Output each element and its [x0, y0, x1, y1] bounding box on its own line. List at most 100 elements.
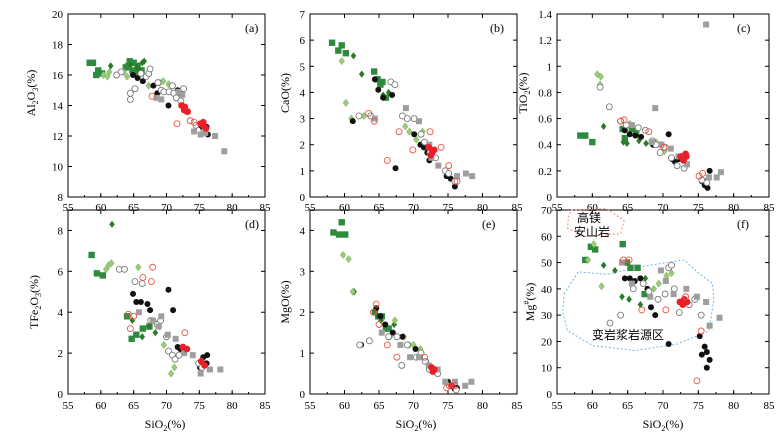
panel-f-x-ticks: 55 60 65 70 75 80 85 — [552, 210, 776, 412]
data-point-red-filled — [430, 146, 438, 154]
data-point-grey-square — [705, 174, 712, 181]
data-point-red-open — [147, 278, 155, 286]
data-point-grey-square — [191, 128, 198, 135]
y-tick-label: 4 — [300, 87, 306, 99]
data-point-open-circle-grey — [175, 351, 183, 359]
data-point-green-square — [370, 68, 378, 75]
data-point-green-square — [89, 59, 97, 66]
data-point-red-open — [445, 162, 453, 170]
data-point-red-open — [697, 327, 705, 335]
x-tick-label: 55 — [63, 400, 75, 412]
data-point-light-green-diamond — [598, 282, 605, 291]
data-point-grey-square — [179, 91, 186, 98]
y-tick-label: 0.4 — [538, 140, 552, 152]
data-point-black-circle — [375, 86, 382, 93]
data-point-green-diamond — [600, 261, 607, 269]
data-point-black-circle — [382, 321, 389, 328]
data-point-green-diamond — [358, 70, 365, 78]
y-tick-label: 12 — [52, 131, 63, 143]
y-tick-label: 10 — [541, 363, 553, 375]
data-point-red-open — [426, 128, 434, 136]
y-tick-label: 0 — [547, 389, 553, 401]
x-tick-label: 65 — [128, 202, 140, 214]
y-tick-label: 10 — [52, 162, 64, 174]
y-tick-label: 30 — [541, 310, 553, 322]
data-point-open-circle-grey — [168, 82, 176, 90]
data-point-grey-square — [693, 293, 700, 300]
data-point-open-circle-grey — [171, 355, 179, 363]
x-tick-label: 70 — [161, 202, 173, 214]
data-point-light-green-diamond — [655, 279, 662, 288]
y-tick-label: 0 — [58, 389, 64, 401]
x-tick-label: 85 — [764, 400, 776, 412]
data-point-light-green-diamond — [590, 240, 597, 249]
data-point-grey-square — [155, 323, 162, 330]
panel-c-points — [577, 21, 724, 191]
data-point-red-open — [617, 117, 625, 125]
data-point-black-circle — [133, 299, 140, 305]
data-point-black-circle — [626, 131, 633, 138]
panel-f: 55 60 65 70 75 80 85 0 10 20 30 40 50 60 70 (f) Mg#(%… — [522, 205, 775, 433]
x-tick-label: 75 — [443, 202, 455, 214]
data-point-red-open — [662, 306, 670, 314]
data-point-black-circle — [389, 92, 396, 99]
data-point-open-circle-grey — [670, 285, 678, 293]
data-point-red-filled — [201, 361, 208, 369]
data-point-light-green-diamond — [108, 259, 115, 268]
data-point-green-diamond — [128, 60, 134, 68]
data-point-grey-square — [158, 96, 165, 103]
x-tick-label: 75 — [443, 400, 455, 412]
x-tick-label: 80 — [227, 202, 239, 214]
data-point-open-circle-grey — [385, 333, 393, 341]
panel-e-x-axis-label: SiO2(%) — [396, 417, 437, 433]
data-point-green-diamond — [642, 274, 649, 282]
data-point-grey-square — [628, 122, 635, 129]
x-tick-label: 60 — [95, 202, 107, 214]
panel-f-y-ticks: 0 10 20 30 40 50 60 70 — [541, 205, 769, 401]
y-tick-label: 7 — [300, 9, 306, 21]
data-point-black-circle — [706, 356, 713, 363]
data-point-open-circle-grey — [137, 70, 145, 77]
data-point-light-green-diamond — [160, 340, 167, 349]
data-point-grey-square — [453, 173, 460, 180]
data-point-green-diamond — [637, 301, 644, 309]
data-point-red-open — [375, 321, 383, 328]
panel-c-x-ticks: 55 60 65 70 75 80 85 — [552, 14, 775, 214]
y-tick-label: 6 — [300, 35, 306, 47]
data-point-open-circle-grey — [656, 149, 664, 157]
data-point-green-diamond — [145, 322, 152, 331]
data-point-light-green-diamond — [106, 67, 113, 76]
data-point-black-circle — [380, 94, 387, 101]
panel-b-points — [328, 39, 476, 190]
y-tick-label: 20 — [541, 336, 553, 348]
data-point-green-square — [589, 138, 596, 146]
data-point-light-green-diamond — [650, 284, 657, 293]
y-tick-label: 2 — [300, 307, 306, 319]
y-tick-label: 40 — [541, 284, 553, 296]
x-tick-label: 65 — [374, 400, 386, 412]
x-tick-label: 80 — [477, 400, 489, 412]
data-point-light-green-diamond — [167, 369, 175, 378]
data-point-red-filled — [183, 345, 191, 353]
panel-f-points — [582, 240, 723, 385]
panel-e-label: (e) — [482, 217, 495, 231]
data-point-open-circle-grey — [356, 341, 364, 349]
data-point-green-diamond — [385, 88, 392, 97]
x-tick-label: 85 — [512, 202, 524, 214]
data-point-green-square — [371, 309, 379, 316]
data-point-grey-square — [149, 317, 156, 324]
data-point-green-square — [125, 62, 132, 70]
data-point-green-square — [93, 71, 100, 79]
annotation-high-mg-andesite: 安山岩 — [574, 224, 610, 239]
data-point-red-open — [625, 256, 633, 264]
panel-b: 55 60 65 70 75 80 85 0 1 2 3 4 5 6 7 (b) CaO(%) — [278, 9, 523, 214]
panel-d-plot-area — [67, 209, 266, 395]
x-tick-label: 80 — [477, 202, 489, 214]
y-tick-label: 6 — [58, 266, 64, 278]
x-tick-label: 65 — [622, 202, 634, 214]
x-tick-label: 75 — [194, 400, 206, 412]
data-point-open-circle-grey — [596, 83, 604, 91]
annotation-high-mg-title: 高镁 — [577, 210, 601, 225]
data-point-black-circle — [621, 127, 628, 134]
panel-d-y-ticks: 0 2 4 6 8 — [58, 225, 265, 401]
